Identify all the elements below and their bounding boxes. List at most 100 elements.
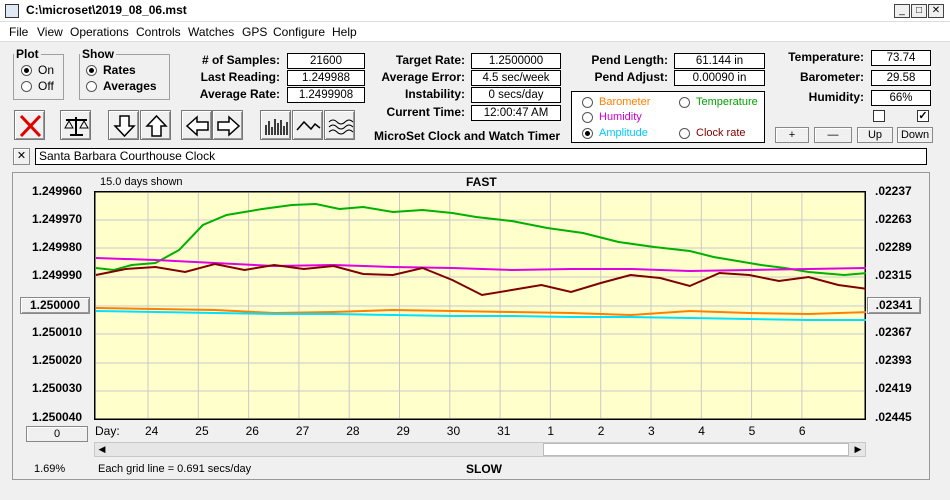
title-bar: C:\microset\2019_08_06.mst _ □ ✕	[0, 0, 950, 22]
up-button[interactable]: Up	[857, 127, 893, 143]
arrow-down-icon	[113, 115, 136, 138]
arrow-down-button[interactable]	[108, 110, 139, 140]
plot-area	[94, 191, 866, 420]
day-tick-label: 28	[346, 424, 360, 438]
maximize-button[interactable]: □	[911, 4, 927, 18]
sensor-humidity-label: Humidity	[599, 111, 642, 123]
plot-group: Plot	[13, 47, 64, 100]
app-icon	[5, 4, 19, 18]
left-axis-label-7: 1.250020	[32, 353, 83, 367]
sensor-amplitude-radio[interactable]	[582, 128, 593, 139]
right-axis-center-button[interactable]: .02341	[867, 297, 921, 314]
day-tick-label: 27	[295, 424, 310, 438]
sensor-amplitude-label: Amplitude	[599, 127, 648, 139]
average-rate-label: Average Rate:	[199, 87, 280, 101]
window-title: C:\microset\2019_08_06.mst	[26, 3, 187, 17]
arrow-left-button[interactable]	[181, 110, 212, 140]
menu-file[interactable]: File	[9, 25, 29, 39]
clear-clock-button[interactable]: ✕	[13, 148, 30, 165]
sensor-barometer-radio[interactable]	[582, 97, 593, 108]
line-plot-icon	[296, 120, 321, 131]
series-line	[95, 307, 866, 317]
line-plot-button[interactable]	[292, 110, 323, 140]
arrow-up-button[interactable]	[140, 110, 171, 140]
left-axis-label-2: 1.249970	[32, 212, 83, 226]
scrollbar-thumb[interactable]	[543, 443, 849, 456]
show-group-title: Show	[82, 47, 114, 61]
balance-button[interactable]	[60, 110, 91, 140]
sensor-temperature-radio[interactable]	[679, 97, 690, 108]
left-axis-label-9: 1.250040	[32, 410, 83, 424]
menu-watches[interactable]: Watches	[188, 25, 235, 39]
target-rate-label: Target Rate:	[395, 53, 465, 67]
menu-operations[interactable]: Operations	[70, 25, 129, 39]
bar-plot-button[interactable]	[260, 110, 291, 140]
bar-plot-icon	[265, 119, 288, 135]
average-rate-value: 1.2499908	[287, 87, 365, 103]
current-time-value: 12:00:47 AM	[471, 105, 561, 121]
menu-controls[interactable]: Controls	[136, 25, 181, 39]
sensor-barometer-label: Barometer	[599, 96, 651, 108]
red-x-icon	[19, 114, 42, 138]
option-checkbox-1[interactable]	[873, 110, 885, 122]
sensor-humidity-radio[interactable]	[582, 112, 593, 123]
sensor-clock-rate-label: Clock rate	[696, 127, 746, 139]
left-axis-center-button[interactable]: 1.250000	[20, 297, 90, 314]
zero-button[interactable]: 0	[26, 426, 88, 442]
horizontal-scrollbar[interactable]: ◀ ▶	[94, 442, 866, 457]
plus-button[interactable]: +	[775, 127, 809, 143]
scroll-left-icon[interactable]: ◀	[98, 444, 106, 454]
day-tick-label: 26	[245, 424, 259, 438]
target-rate-value: 1.2500000	[471, 53, 561, 69]
right-axis-label-3: .02289	[875, 240, 912, 254]
show-averages-label: Averages	[103, 79, 157, 93]
pend-length-value: 61.144 in	[674, 53, 765, 69]
humidity-value: 66%	[871, 90, 931, 106]
left-axis-label-6: 1.250010	[32, 325, 83, 339]
day-tick-label: 25	[195, 424, 209, 438]
instability-label: Instability:	[404, 87, 465, 101]
day-tick-label: 2	[597, 424, 605, 438]
day-tick-label: 31	[497, 424, 511, 438]
samples-value: 21600	[287, 53, 365, 69]
right-axis-label-2: .02263	[875, 212, 912, 226]
left-axis-label-4: 1.249990	[32, 268, 83, 282]
plot-on-label: On	[38, 63, 55, 77]
wave-plot-button[interactable]	[324, 110, 355, 140]
menu-bar: File View Operations Controls Watches GP…	[0, 22, 950, 42]
humidity-label: Humidity:	[808, 90, 864, 104]
plot-on-radio[interactable]	[21, 65, 32, 76]
close-window-button[interactable]: ✕	[928, 4, 944, 18]
current-time-label: Current Time:	[386, 105, 465, 119]
stop-button[interactable]	[14, 110, 45, 140]
scroll-right-icon[interactable]: ▶	[854, 444, 862, 454]
show-rates-radio[interactable]	[86, 65, 97, 76]
plot-off-radio[interactable]	[21, 81, 32, 92]
show-rates-label: Rates	[103, 63, 136, 77]
show-averages-radio[interactable]	[86, 81, 97, 92]
menu-view[interactable]: View	[37, 25, 63, 39]
minimize-button[interactable]: _	[894, 4, 910, 18]
arrow-right-button[interactable]	[212, 110, 243, 140]
average-error-label: Average Error:	[381, 70, 465, 84]
minus-button[interactable]: —	[814, 127, 852, 143]
pend-adjust-value: 0.00090 in	[674, 70, 765, 86]
sensor-clock-rate-radio[interactable]	[679, 128, 690, 139]
menu-configure[interactable]: Configure	[273, 25, 326, 39]
menu-help[interactable]: Help	[332, 25, 357, 39]
clock-name-field[interactable]: Santa Barbara Courthouse Clock	[35, 148, 927, 165]
sensor-options-box: Barometer Temperature Humidity Amplitude…	[571, 91, 765, 143]
balance-scale-icon	[64, 117, 89, 136]
day-tick-label: 30	[446, 424, 461, 438]
option-checkbox-2[interactable]: ✓	[917, 110, 929, 122]
arrow-up-icon	[145, 114, 168, 137]
right-axis-label-8: .02419	[875, 381, 912, 395]
days-shown-label: 15.0 days shown	[100, 176, 183, 188]
menu-gps[interactable]: GPS	[242, 25, 268, 39]
day-tick-label: 24	[145, 424, 159, 438]
down-button[interactable]: Down	[897, 127, 933, 143]
slow-label: SLOW	[466, 462, 502, 476]
series-lines	[95, 202, 866, 321]
fast-label: FAST	[466, 175, 497, 189]
wave-plot-icon	[328, 119, 354, 135]
